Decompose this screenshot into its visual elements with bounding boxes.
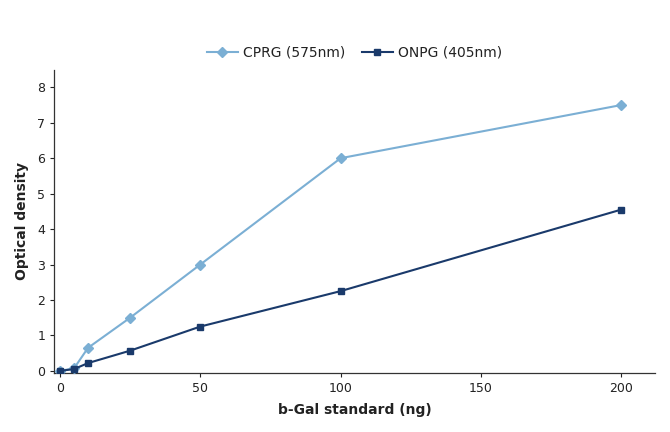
- ONPG (405nm): [126, 348, 134, 353]
- Legend: CPRG (575nm), ONPG (405nm): CPRG (575nm), ONPG (405nm): [202, 40, 508, 65]
- ONPG (405nm): [70, 366, 78, 372]
- ONPG (405nm): [84, 360, 92, 365]
- CPRG (575nm): [196, 262, 204, 267]
- CPRG (575nm): [56, 368, 64, 373]
- Line: CPRG (575nm): CPRG (575nm): [56, 102, 625, 375]
- CPRG (575nm): [70, 366, 78, 371]
- CPRG (575nm): [84, 345, 92, 350]
- Line: ONPG (405nm): ONPG (405nm): [56, 206, 625, 375]
- CPRG (575nm): [336, 156, 344, 161]
- X-axis label: b-Gal standard (ng): b-Gal standard (ng): [278, 403, 431, 417]
- ONPG (405nm): [56, 368, 64, 373]
- ONPG (405nm): [617, 207, 625, 212]
- Y-axis label: Optical density: Optical density: [15, 162, 29, 280]
- ONPG (405nm): [336, 289, 344, 294]
- ONPG (405nm): [196, 324, 204, 329]
- CPRG (575nm): [617, 102, 625, 108]
- CPRG (575nm): [126, 315, 134, 320]
